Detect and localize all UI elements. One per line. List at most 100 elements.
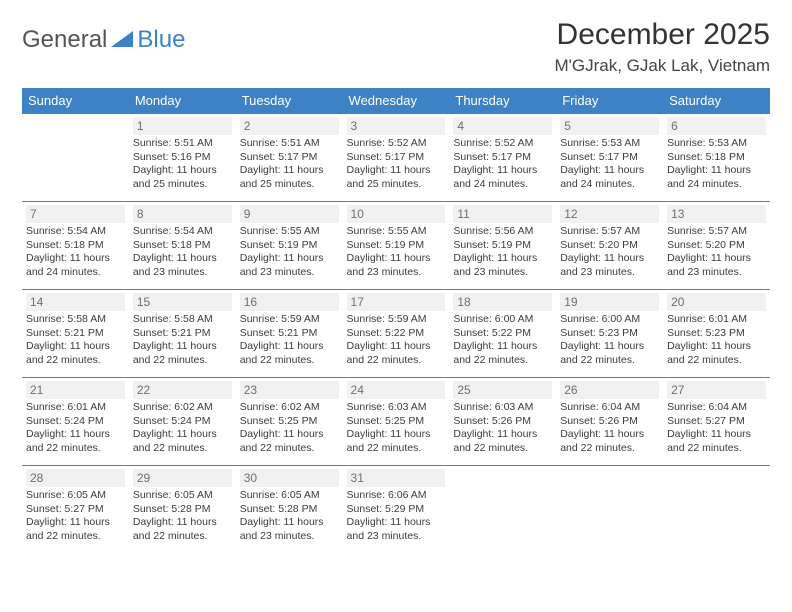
calendar-cell: 28Sunrise: 6:05 AMSunset: 5:27 PMDayligh… [22, 466, 129, 554]
daylight-text: Daylight: 11 hours and 22 minutes. [240, 428, 339, 455]
daylight-text: Daylight: 11 hours and 22 minutes. [453, 428, 552, 455]
sunrise-text: Sunrise: 5:52 AM [347, 137, 446, 151]
calendar-cell: 11Sunrise: 5:56 AMSunset: 5:19 PMDayligh… [449, 202, 556, 290]
daylight-text: Daylight: 11 hours and 22 minutes. [133, 516, 232, 543]
sunrise-text: Sunrise: 6:05 AM [133, 489, 232, 503]
sunset-text: Sunset: 5:17 PM [240, 151, 339, 165]
location-text: M'GJrak, GJak Lak, Vietnam [554, 56, 770, 76]
daylight-text: Daylight: 11 hours and 25 minutes. [240, 164, 339, 191]
sunset-text: Sunset: 5:22 PM [453, 327, 552, 341]
sunrise-text: Sunrise: 5:55 AM [240, 225, 339, 239]
daylight-text: Daylight: 11 hours and 23 minutes. [133, 252, 232, 279]
sunset-text: Sunset: 5:21 PM [133, 327, 232, 341]
calendar-cell: 1Sunrise: 5:51 AMSunset: 5:16 PMDaylight… [129, 114, 236, 202]
day-number: 5 [560, 117, 659, 135]
calendar-week-row: 28Sunrise: 6:05 AMSunset: 5:27 PMDayligh… [22, 466, 770, 554]
sunset-text: Sunset: 5:17 PM [453, 151, 552, 165]
day-number: 17 [347, 293, 446, 311]
day-info: Sunrise: 5:57 AMSunset: 5:20 PMDaylight:… [667, 225, 766, 280]
daylight-text: Daylight: 11 hours and 22 minutes. [347, 428, 446, 455]
calendar-cell: 10Sunrise: 5:55 AMSunset: 5:19 PMDayligh… [343, 202, 450, 290]
day-number: 19 [560, 293, 659, 311]
daylight-text: Daylight: 11 hours and 24 minutes. [667, 164, 766, 191]
calendar-cell: 13Sunrise: 5:57 AMSunset: 5:20 PMDayligh… [663, 202, 770, 290]
day-info: Sunrise: 6:02 AMSunset: 5:25 PMDaylight:… [240, 401, 339, 456]
sunrise-text: Sunrise: 5:51 AM [240, 137, 339, 151]
calendar-cell: 17Sunrise: 5:59 AMSunset: 5:22 PMDayligh… [343, 290, 450, 378]
calendar-cell: 24Sunrise: 6:03 AMSunset: 5:25 PMDayligh… [343, 378, 450, 466]
day-number: 15 [133, 293, 232, 311]
sunrise-text: Sunrise: 5:58 AM [133, 313, 232, 327]
day-info: Sunrise: 6:03 AMSunset: 5:26 PMDaylight:… [453, 401, 552, 456]
day-info: Sunrise: 6:00 AMSunset: 5:22 PMDaylight:… [453, 313, 552, 368]
daylight-text: Daylight: 11 hours and 22 minutes. [26, 428, 125, 455]
sunrise-text: Sunrise: 5:51 AM [133, 137, 232, 151]
sunrise-text: Sunrise: 6:00 AM [560, 313, 659, 327]
sunset-text: Sunset: 5:26 PM [453, 415, 552, 429]
day-number: 4 [453, 117, 552, 135]
title-block: December 2025 M'GJrak, GJak Lak, Vietnam [554, 18, 770, 76]
sunrise-text: Sunrise: 6:01 AM [667, 313, 766, 327]
sunset-text: Sunset: 5:17 PM [560, 151, 659, 165]
calendar-cell: 22 Sunrise: 6:02 AMSunset: 5:24 PMDayligh… [129, 378, 236, 466]
day-number: 23 [240, 381, 339, 399]
sunset-text: Sunset: 5:24 PM [26, 415, 125, 429]
daylight-text: Daylight: 11 hours and 25 minutes. [347, 164, 446, 191]
calendar-week-row: 1Sunrise: 5:51 AMSunset: 5:16 PMDaylight… [22, 114, 770, 202]
sunrise-text: Sunrise: 6:03 AM [453, 401, 552, 415]
sunset-text: Sunset: 5:18 PM [26, 239, 125, 253]
day-number: 2 [240, 117, 339, 135]
calendar-cell: 31Sunrise: 6:06 AMSunset: 5:29 PMDayligh… [343, 466, 450, 554]
calendar-cell: 30Sunrise: 6:05 AMSunset: 5:28 PMDayligh… [236, 466, 343, 554]
calendar-cell: 25 Sunrise: 6:03 AMSunset: 5:26 PMDayligh… [449, 378, 556, 466]
sunrise-text: Sunrise: 5:59 AM [240, 313, 339, 327]
daylight-text: Daylight: 11 hours and 23 minutes. [240, 252, 339, 279]
day-info: Sunrise: 6:06 AMSunset: 5:29 PMDaylight:… [347, 489, 446, 544]
calendar-cell: 8Sunrise: 5:54 AMSunset: 5:18 PMDaylight… [129, 202, 236, 290]
sunset-text: Sunset: 5:21 PM [26, 327, 125, 341]
sunrise-text: Sunrise: 6:03 AM [347, 401, 446, 415]
calendar-table: SundayMondayTuesdayWednesdayThursdayFrid… [22, 88, 770, 554]
day-number: 7 [26, 205, 125, 223]
logo: General Blue [22, 18, 185, 54]
daylight-text: Daylight: 11 hours and 23 minutes. [347, 516, 446, 543]
day-info: Sunrise: 5:51 AMSunset: 5:17 PMDaylight:… [240, 137, 339, 192]
daylight-text: Daylight: 11 hours and 22 minutes. [560, 340, 659, 367]
daylight-text: Daylight: 11 hours and 23 minutes. [240, 516, 339, 543]
day-number: 16 [240, 293, 339, 311]
sunset-text: Sunset: 5:28 PM [240, 503, 339, 517]
daylight-text: Daylight: 11 hours and 22 minutes. [133, 340, 232, 367]
sunset-text: Sunset: 5:25 PM [240, 415, 339, 429]
sunrise-text: Sunrise: 5:59 AM [347, 313, 446, 327]
day-info: Sunrise: 6:05 AMSunset: 5:27 PMDaylight:… [26, 489, 125, 544]
calendar-cell: 6Sunrise: 5:53 AMSunset: 5:18 PMDaylight… [663, 114, 770, 202]
sunrise-text: Sunrise: 5:57 AM [667, 225, 766, 239]
sunrise-text: Sunrise: 6:04 AM [667, 401, 766, 415]
day-of-week-header: Saturday [663, 88, 770, 114]
calendar-cell: 3Sunrise: 5:52 AMSunset: 5:17 PMDaylight… [343, 114, 450, 202]
sunset-text: Sunset: 5:19 PM [347, 239, 446, 253]
day-number: 22 [133, 381, 232, 399]
calendar-body: 1Sunrise: 5:51 AMSunset: 5:16 PMDaylight… [22, 114, 770, 554]
calendar-cell: 27Sunrise: 6:04 AMSunset: 5:27 PMDayligh… [663, 378, 770, 466]
day-info: Sunrise: 5:59 AMSunset: 5:21 PMDaylight:… [240, 313, 339, 368]
daylight-text: Daylight: 11 hours and 23 minutes. [667, 252, 766, 279]
calendar-cell: 16 Sunrise: 5:59 AMSunset: 5:21 PMDayligh… [236, 290, 343, 378]
day-of-week-header: Friday [556, 88, 663, 114]
daylight-text: Daylight: 11 hours and 22 minutes. [347, 340, 446, 367]
sunrise-text: Sunrise: 6:00 AM [453, 313, 552, 327]
day-number: 24 [347, 381, 446, 399]
daylight-text: Daylight: 11 hours and 23 minutes. [347, 252, 446, 279]
day-info: Sunrise: 6:00 AMSunset: 5:23 PMDaylight:… [560, 313, 659, 368]
calendar-header-row: SundayMondayTuesdayWednesdayThursdayFrid… [22, 88, 770, 114]
header-block: General Blue December 2025 M'GJrak, GJak… [22, 18, 770, 76]
sunrise-text: Sunrise: 5:56 AM [453, 225, 552, 239]
daylight-text: Daylight: 11 hours and 24 minutes. [26, 252, 125, 279]
day-number: 25 [453, 381, 552, 399]
daylight-text: Daylight: 11 hours and 22 minutes. [133, 428, 232, 455]
day-info: Sunrise: 5:55 AMSunset: 5:19 PMDaylight:… [240, 225, 339, 280]
sunset-text: Sunset: 5:27 PM [667, 415, 766, 429]
daylight-text: Daylight: 11 hours and 22 minutes. [560, 428, 659, 455]
day-info: Sunrise: 6:02 AMSunset: 5:24 PMDaylight:… [133, 401, 232, 456]
day-info: Sunrise: 5:55 AMSunset: 5:19 PMDaylight:… [347, 225, 446, 280]
